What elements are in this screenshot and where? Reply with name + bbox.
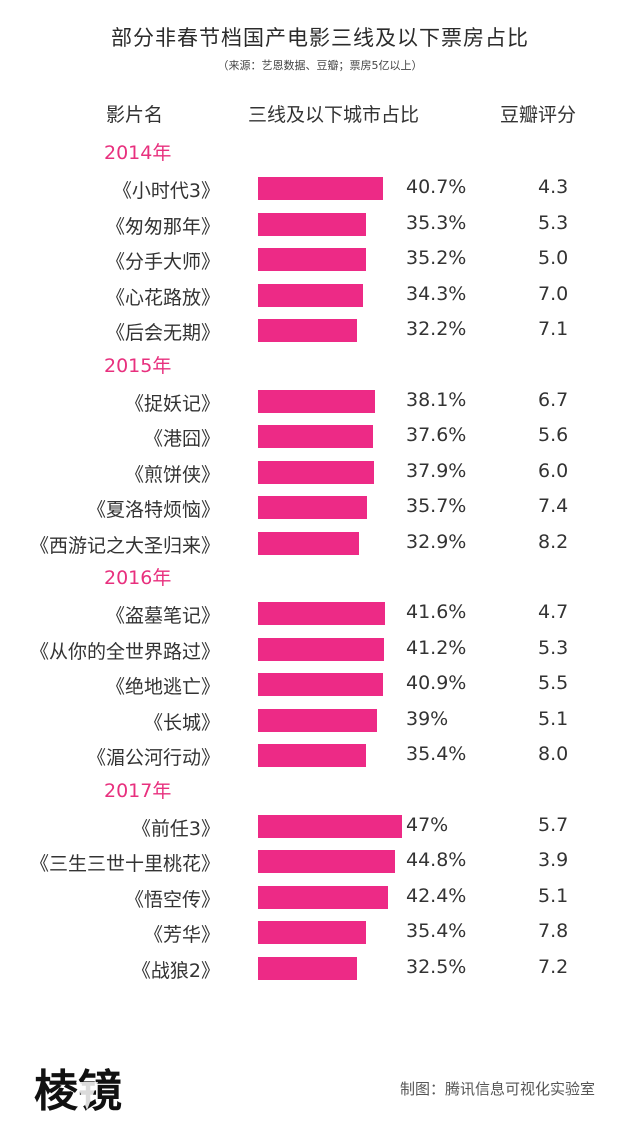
douban-score: 5.5 xyxy=(538,672,569,694)
douban-score: 7.4 xyxy=(538,495,569,517)
film-name: 《夏洛特烦恼》 xyxy=(86,499,220,521)
douban-score: 7.2 xyxy=(538,955,569,978)
douban-score: 4.7 xyxy=(538,601,569,623)
share-bar xyxy=(258,673,384,696)
share-bar xyxy=(258,319,357,342)
share-bar xyxy=(258,744,367,767)
share-bar xyxy=(258,921,367,944)
douban-score: 5.1 xyxy=(538,707,569,730)
film-name: 《后会无期》 xyxy=(105,322,220,344)
logo-prism-shape xyxy=(76,1082,98,1110)
film-name: 《分手大师》 xyxy=(105,251,220,273)
year-label: 2014年 xyxy=(104,142,172,164)
chart-subtitle: （来源：艺恩数据、豆瓣；票房5亿以上） xyxy=(217,59,423,72)
share-bar xyxy=(258,850,396,873)
column-header-share: 三线及以下城市占比 xyxy=(248,104,420,126)
year-label: 2016年 xyxy=(104,567,172,589)
share-value-label: 38.1% xyxy=(406,388,467,411)
share-bar xyxy=(258,531,359,555)
share-value-label: 40.7% xyxy=(406,176,467,198)
share-value-label: 41.2% xyxy=(406,636,467,659)
film-name: 《煎饼侠》 xyxy=(124,463,220,486)
share-value-label: 32.5% xyxy=(406,955,467,978)
share-value-label: 40.9% xyxy=(406,672,467,694)
film-name: 《前任3》 xyxy=(131,817,220,840)
share-value-label: 35.7% xyxy=(406,495,467,517)
film-name: 《西游记之大圣归来》 xyxy=(29,534,220,557)
douban-score: 7.8 xyxy=(538,920,569,942)
film-name: 《匆匆那年》 xyxy=(105,215,220,238)
douban-score: 6.0 xyxy=(538,459,569,482)
film-name: 《湄公河行动》 xyxy=(86,747,220,769)
film-name: 《小时代3》 xyxy=(112,180,220,202)
film-name: 《战狼2》 xyxy=(131,959,220,982)
douban-score: 5.0 xyxy=(538,247,569,269)
lengjing-logo: 棱镜 xyxy=(34,1066,122,1117)
column-header-name: 影片名 xyxy=(106,104,164,126)
douban-score: 3.9 xyxy=(538,849,569,871)
share-bar xyxy=(258,425,374,448)
film-name: 《三生三世十里桃花》 xyxy=(29,853,220,875)
chart-title: 部分非春节档国产电影三线及以下票房占比 xyxy=(111,26,529,50)
douban-score: 5.6 xyxy=(538,424,569,446)
share-bar xyxy=(258,248,366,271)
douban-score: 7.1 xyxy=(538,318,569,340)
film-name: 《悟空传》 xyxy=(124,888,220,911)
film-name: 《长城》 xyxy=(143,711,220,734)
share-value-label: 35.3% xyxy=(406,211,467,234)
share-value-label: 34.3% xyxy=(406,282,467,305)
share-value-label: 42.4% xyxy=(406,884,467,907)
share-value-label: 37.9% xyxy=(406,459,467,482)
share-value-label: 41.6% xyxy=(406,601,467,623)
share-value-label: 32.9% xyxy=(406,530,467,553)
douban-score: 7.0 xyxy=(538,282,569,305)
share-bar xyxy=(258,389,375,413)
douban-score: 5.7 xyxy=(538,813,569,836)
column-header-score: 豆瓣评分 xyxy=(500,104,577,126)
share-bar xyxy=(258,637,385,661)
year-label: 2015年 xyxy=(104,354,172,377)
douban-score: 5.1 xyxy=(538,884,569,907)
film-name: 《捉妖记》 xyxy=(124,392,220,415)
share-value-label: 35.4% xyxy=(406,743,467,765)
film-name: 《从你的全世界路过》 xyxy=(29,640,220,663)
share-bar xyxy=(258,460,374,484)
film-name: 《绝地逃亡》 xyxy=(105,676,220,698)
share-bar xyxy=(258,602,386,625)
share-value-label: 35.4% xyxy=(406,920,467,942)
douban-score: 6.7 xyxy=(538,388,569,411)
share-bar xyxy=(258,814,402,838)
share-value-label: 47% xyxy=(406,813,449,836)
douban-score: 5.3 xyxy=(538,636,569,659)
film-name: 《心花路放》 xyxy=(105,286,220,309)
share-bar xyxy=(258,283,363,307)
douban-score: 8.0 xyxy=(538,743,569,765)
share-value-label: 44.8% xyxy=(406,849,467,871)
share-bar xyxy=(258,496,368,519)
share-value-label: 32.2% xyxy=(406,318,467,340)
share-value-label: 37.6% xyxy=(406,424,467,446)
douban-score: 4.3 xyxy=(538,176,569,198)
douban-score: 8.2 xyxy=(538,530,569,553)
logo-text: 棱镜 xyxy=(34,1066,122,1117)
share-bar xyxy=(258,885,388,909)
share-bar xyxy=(258,212,367,236)
share-value-label: 39% xyxy=(406,707,449,730)
film-name: 《盗墓笔记》 xyxy=(105,605,220,627)
year-label: 2017年 xyxy=(104,779,172,802)
douban-score: 5.3 xyxy=(538,211,569,234)
share-bar xyxy=(258,956,358,980)
film-name: 《芳华》 xyxy=(143,924,220,946)
credit-text: 制图：腾讯信息可视化实验室 xyxy=(400,1080,596,1098)
share-bar xyxy=(258,177,383,200)
film-name: 《港囧》 xyxy=(143,428,220,450)
share-value-label: 35.2% xyxy=(406,247,467,269)
share-bar xyxy=(258,708,378,732)
